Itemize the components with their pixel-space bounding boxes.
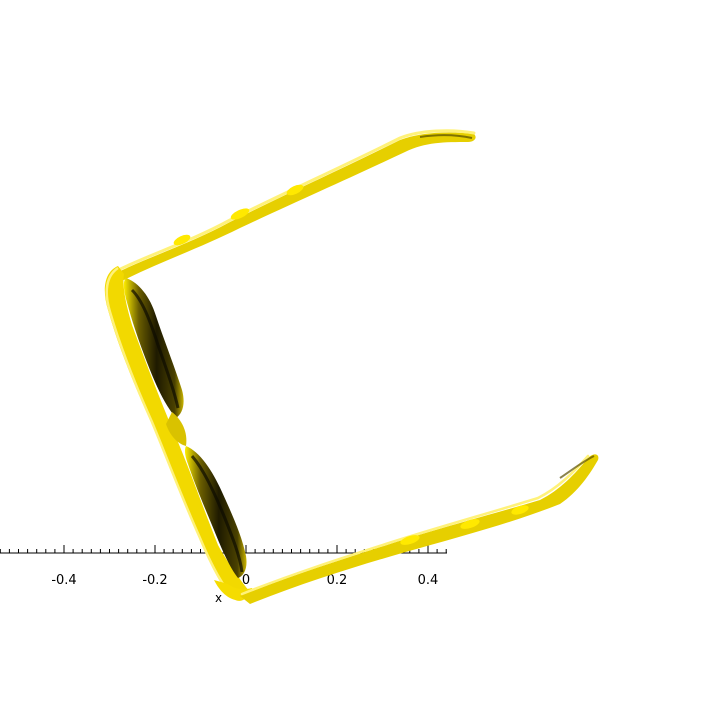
x-axis-tick-labels: -0.4 -0.2 0 0.2 0.4 [51,573,438,588]
x-axis-tick-label: 0.2 [327,573,348,588]
x-axis-tick-label: 0.4 [418,573,439,588]
lower-temple-arm [240,454,599,604]
x-axis-tick-label: 0 [242,573,250,588]
left-rim [104,266,250,601]
x-axis-major-ticks [63,545,429,553]
x-axis-name: x [215,591,222,605]
upper-lens-cavity [123,278,184,418]
nose-bridge [166,412,187,446]
eyeglasses-frame [104,129,599,604]
x-axis-tick-label: -0.2 [142,573,167,588]
upper-temple-arm [110,129,476,280]
lower-lens-cavity [184,446,247,578]
x-axis-tick-label: -0.4 [51,573,76,588]
